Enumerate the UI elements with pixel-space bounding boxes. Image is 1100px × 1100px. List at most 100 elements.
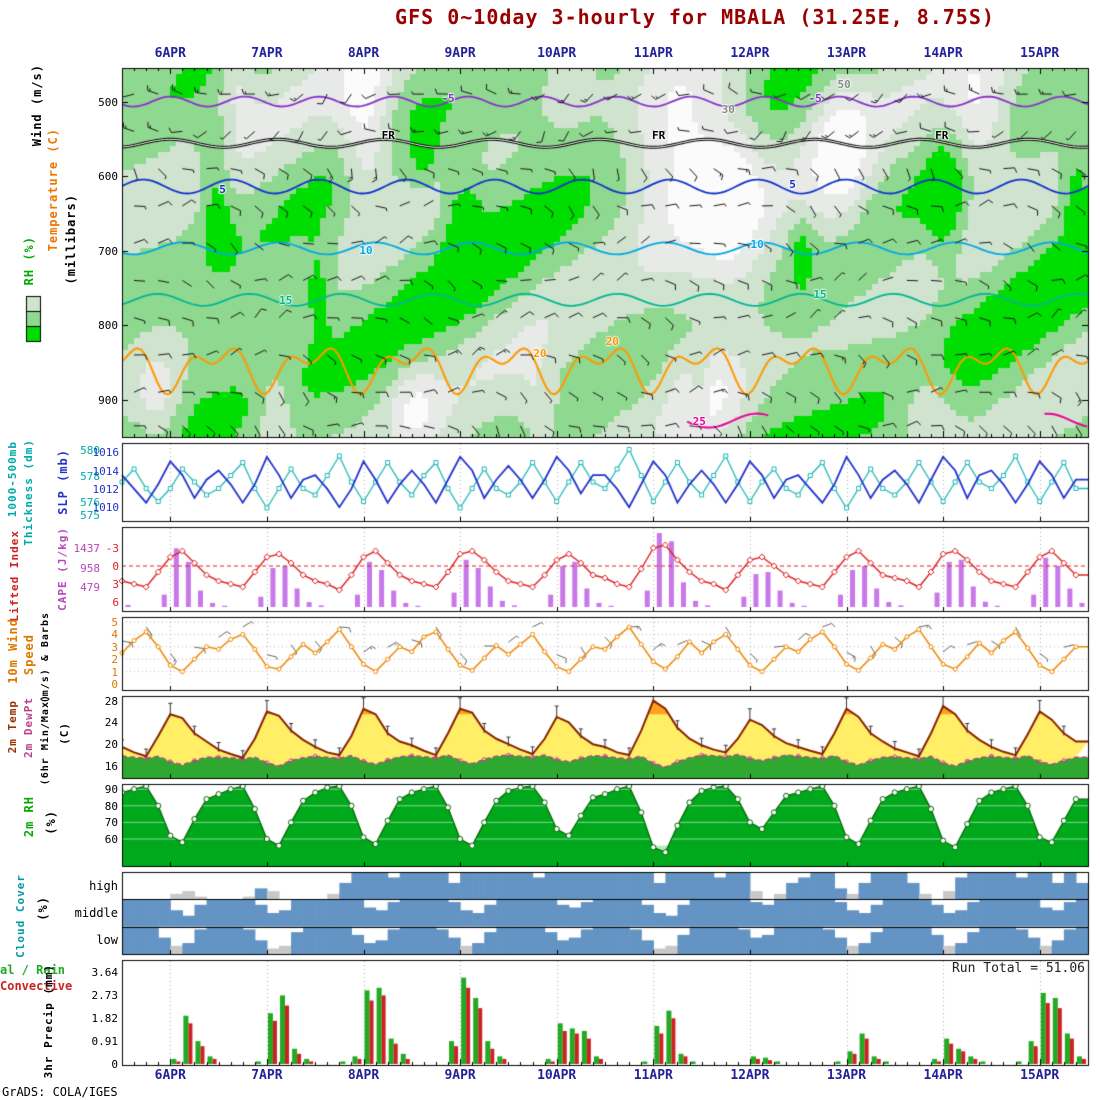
- slp-tick: 1016: [92, 446, 120, 460]
- date-label-bottom: 11APR: [633, 1068, 673, 1083]
- contour-label: 15: [279, 294, 293, 308]
- cape-tick: 1437: [73, 542, 101, 555]
- contour-label: 50: [837, 78, 851, 92]
- label-temperature: Temperature (C): [46, 128, 60, 252]
- contour-label: -5: [441, 92, 455, 106]
- precip-tick: 0.91: [91, 1034, 119, 1048]
- date-label-top: 14APR: [923, 46, 963, 61]
- date-label-top: 6APR: [154, 46, 186, 61]
- label-rh2m-1: 2m RH: [22, 796, 36, 838]
- grads-credit: GrADS: COLA/IGES: [2, 1085, 118, 1099]
- label-precip-total-rain: al / Rain: [0, 963, 66, 977]
- label-cloud-cover: Cloud Cover: [14, 874, 27, 958]
- contour-label: 10: [359, 243, 373, 257]
- wind10m-tick: 3: [111, 640, 118, 654]
- date-label-bottom: 7APR: [251, 1068, 283, 1083]
- label-millibars: (millibars): [64, 194, 78, 285]
- date-label-bottom: 12APR: [730, 1068, 770, 1083]
- wind10m-tick: 0: [111, 678, 118, 691]
- wind10m-tick: 4: [111, 628, 118, 642]
- label-temp2m-3: (6hr Min/Max): [40, 694, 51, 786]
- precip-tick: 0: [111, 1058, 118, 1071]
- cloud-row-label: middle: [74, 906, 118, 920]
- cloud-row-label: high: [89, 878, 118, 893]
- rh2m-tick: 60: [104, 833, 118, 846]
- date-label-top: 13APR: [826, 46, 867, 61]
- rh2m-tick: 70: [104, 816, 118, 830]
- label-precip-convective: Convective: [0, 979, 73, 993]
- pressure-tick: 900: [98, 393, 118, 407]
- label-cloud-pct: (%): [36, 896, 50, 921]
- label-temp2m-4: (C): [58, 722, 71, 745]
- rh2m-tick: 80: [104, 799, 118, 813]
- precip-tick: 3.64: [91, 965, 119, 979]
- label-lifted-index: Lifted Index: [8, 530, 21, 622]
- freezing-level-label: FR: [935, 129, 949, 143]
- pressure-tick: 600: [98, 170, 118, 184]
- slp-tick: 1012: [92, 482, 120, 496]
- date-label-bottom: 6APR: [154, 1068, 186, 1083]
- thickness-tick: 576: [80, 495, 100, 509]
- date-label-top: 15APR: [1020, 46, 1060, 61]
- date-label-top: 9APR: [444, 46, 476, 61]
- label-temp2m-1: 2m Temp: [6, 700, 19, 754]
- date-label-bottom: 14APR: [923, 1068, 963, 1083]
- lifted-index-tick: 3: [112, 578, 119, 591]
- contour-label: 20: [605, 334, 619, 348]
- pressure-tick: 500: [98, 95, 118, 109]
- date-label-bottom: 15APR: [1020, 1068, 1060, 1083]
- cape-tick: 958: [80, 561, 100, 575]
- wind10m-tick: 1: [111, 665, 118, 679]
- contour-label: 10: [750, 238, 764, 252]
- temp2m-tick: 24: [104, 716, 118, 730]
- contour-label: 15: [813, 288, 827, 302]
- contour-label: 20: [533, 346, 547, 360]
- label-rh: RH (%): [22, 236, 36, 286]
- label-temp2m-2: 2m DewPt: [22, 697, 35, 758]
- pressure-tick: 700: [98, 244, 118, 258]
- temp2m-tick: 20: [104, 738, 118, 752]
- pressure-tick: 800: [98, 319, 118, 333]
- date-label-top: 11APR: [633, 46, 673, 61]
- label-wind-axis: Wind (m/s): [30, 64, 44, 147]
- label-rh2m-2: (%): [44, 810, 58, 835]
- rh2m-tick: 90: [104, 783, 118, 797]
- freezing-level-label: FR: [652, 129, 666, 143]
- wind10m-tick: 2: [111, 653, 118, 667]
- cape-tick: 479: [80, 581, 100, 595]
- run-total: Run Total = 51.06: [951, 961, 1085, 976]
- freezing-level-label: FR: [381, 129, 395, 143]
- date-label-top: 12APR: [730, 46, 770, 61]
- temp2m-tick: 28: [104, 694, 118, 708]
- label-wind10m-3: (m/s) & Barbs: [40, 612, 51, 704]
- label-wind10m-1: 10m Wind: [6, 618, 20, 684]
- cloud-row-label: low: [96, 933, 118, 948]
- precip-tick: 1.82: [91, 1011, 119, 1025]
- label-precip-axis: 3hr Precip (mm): [42, 964, 55, 1079]
- date-label-top: 7APR: [251, 46, 283, 61]
- lifted-index-tick: 0: [112, 560, 119, 573]
- contour-label: -5: [808, 92, 822, 106]
- lifted-index-tick: -3: [105, 542, 119, 555]
- temp2m-tick: 16: [104, 760, 118, 773]
- wind10m-tick: 5: [111, 616, 118, 629]
- contour-label: 30: [721, 103, 735, 117]
- date-label-bottom: 10APR: [537, 1068, 577, 1083]
- date-label-bottom: 9APR: [444, 1068, 476, 1083]
- precip-tick: 2.73: [91, 988, 119, 1002]
- chart-title: GFS 0~10day 3-hourly for MBALA (31.25E, …: [395, 5, 995, 29]
- label-thickness-1: 1000-500mb: [6, 441, 19, 518]
- thickness-tick: 578: [80, 469, 100, 483]
- date-label-top: 10APR: [537, 46, 577, 61]
- label-wind10m-2: Speed: [22, 634, 36, 676]
- slp-tick: 1014: [92, 464, 120, 478]
- contour-label: 25: [692, 415, 706, 429]
- label-thickness-2: Thickness (dm): [22, 439, 35, 546]
- thickness-tick: 575: [80, 508, 100, 522]
- date-label-bottom: 8APR: [347, 1068, 380, 1083]
- lifted-index-tick: 6: [112, 596, 119, 609]
- thickness-tick: 580: [80, 443, 100, 457]
